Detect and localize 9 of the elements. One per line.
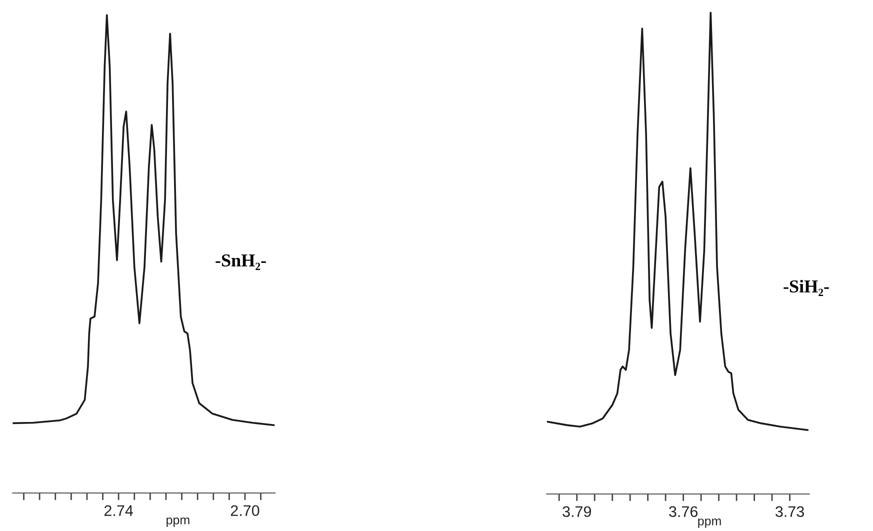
annotation: -SiH₂-	[784, 280, 829, 296]
annotation: -SnH₂-	[216, 254, 266, 270]
x-axis-title: ppm	[698, 518, 721, 528]
x-axis-title: ppm	[166, 518, 190, 527]
x-tick-label: 3.73	[776, 506, 804, 518]
x-tick-label: 3.76	[669, 506, 698, 518]
x-tick-label: 2.70	[230, 505, 260, 516]
x-tick-label: 3.79	[562, 506, 592, 518]
x-tick-label: 2.74	[104, 505, 133, 516]
